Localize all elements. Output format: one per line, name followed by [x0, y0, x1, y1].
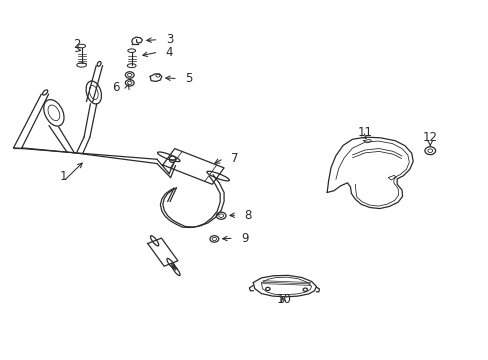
Text: 9: 9	[241, 232, 248, 245]
Text: 7: 7	[230, 152, 238, 165]
Text: 3: 3	[165, 33, 173, 46]
Text: 4: 4	[165, 46, 173, 59]
Ellipse shape	[78, 44, 85, 48]
Text: 5: 5	[185, 72, 192, 85]
Text: 12: 12	[422, 131, 437, 144]
Text: 2: 2	[73, 39, 81, 51]
Ellipse shape	[127, 49, 135, 53]
Text: 11: 11	[357, 126, 372, 139]
Text: 10: 10	[276, 293, 291, 306]
Text: 6: 6	[112, 81, 120, 94]
Text: 1: 1	[60, 170, 67, 183]
Text: 8: 8	[244, 208, 251, 221]
